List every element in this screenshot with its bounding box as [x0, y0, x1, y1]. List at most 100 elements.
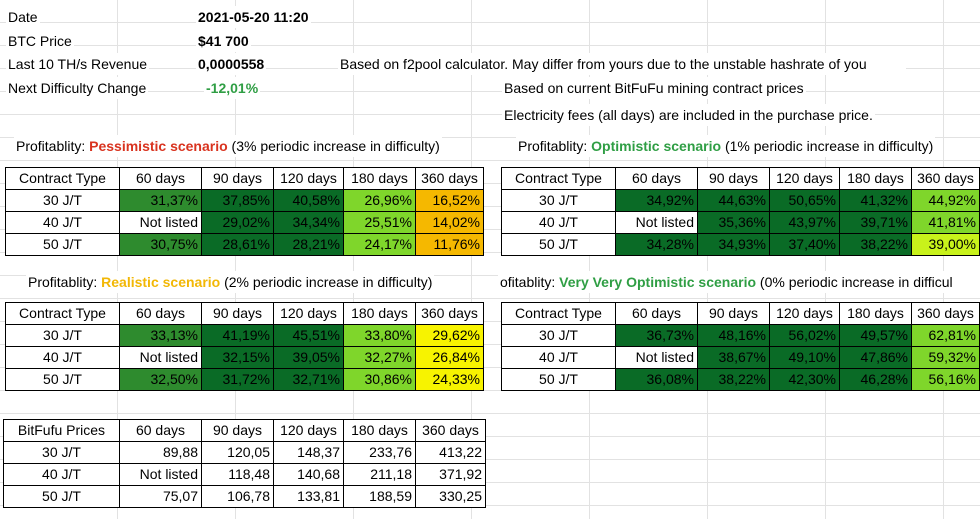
column-header-contract-type[interactable]: BitFufu Prices	[3, 419, 120, 442]
value-cell[interactable]: 49,57%	[839, 324, 912, 347]
row-label-cell[interactable]: 50 J/T	[501, 368, 616, 391]
row-label-cell[interactable]: 40 J/T	[501, 346, 616, 369]
row-label-cell[interactable]: 50 J/T	[501, 233, 616, 256]
value-cell[interactable]: 41,32%	[839, 189, 912, 212]
value-cell[interactable]: 31,72%	[201, 368, 274, 391]
column-header-days[interactable]: 90 days	[697, 167, 770, 190]
value-cell[interactable]: 49,10%	[769, 346, 840, 369]
value-cell[interactable]: 11,76%	[415, 233, 484, 256]
value-cell[interactable]: 211,18	[343, 463, 416, 486]
row-label-cell[interactable]: 30 J/T	[3, 441, 120, 464]
value-cell[interactable]: 37,85%	[201, 189, 274, 212]
column-header-contract-type[interactable]: Contract Type	[501, 302, 616, 325]
row-label-cell[interactable]: 30 J/T	[5, 324, 120, 347]
value-cell[interactable]: Not listed	[615, 346, 698, 369]
column-header-days[interactable]: 90 days	[201, 302, 274, 325]
column-header-days[interactable]: 360 days	[911, 302, 980, 325]
value-cell[interactable]: 133,81	[273, 485, 344, 508]
value-cell[interactable]: 106,78	[201, 485, 274, 508]
value-cell[interactable]: 34,28%	[615, 233, 698, 256]
value-cell[interactable]: 44,63%	[697, 189, 770, 212]
value-cell[interactable]: 32,15%	[201, 346, 274, 369]
row-label-cell[interactable]: 50 J/T	[5, 368, 120, 391]
value-cell[interactable]: 59,32%	[911, 346, 980, 369]
column-header-days[interactable]: 180 days	[343, 167, 416, 190]
value-cell[interactable]: 44,92%	[911, 189, 980, 212]
row-label-cell[interactable]: 30 J/T	[501, 324, 616, 347]
value-cell[interactable]: 33,80%	[343, 324, 416, 347]
column-header-days[interactable]: 360 days	[911, 167, 980, 190]
column-header-days[interactable]: 360 days	[415, 167, 484, 190]
row-label-cell[interactable]: 50 J/T	[5, 233, 120, 256]
value-cell[interactable]: 33,13%	[119, 324, 202, 347]
value-cell[interactable]: 30,75%	[119, 233, 202, 256]
column-header-days[interactable]: 120 days	[273, 419, 344, 442]
column-header-days[interactable]: 180 days	[343, 302, 416, 325]
column-header-days[interactable]: 60 days	[119, 167, 202, 190]
column-header-days[interactable]: 180 days	[343, 419, 416, 442]
value-cell[interactable]: 29,02%	[201, 211, 274, 234]
value-cell[interactable]: 148,37	[273, 441, 344, 464]
column-header-days[interactable]: 180 days	[839, 302, 912, 325]
value-cell[interactable]: 41,81%	[911, 211, 980, 234]
row-label-cell[interactable]: 40 J/T	[501, 211, 616, 234]
value-cell[interactable]: 34,92%	[615, 189, 698, 212]
value-cell[interactable]: 233,76	[343, 441, 416, 464]
value-cell[interactable]: 32,50%	[119, 368, 202, 391]
value-cell[interactable]: Not listed	[615, 211, 698, 234]
value-cell[interactable]: 25,51%	[343, 211, 416, 234]
value-cell[interactable]: 39,00%	[911, 233, 980, 256]
value-cell[interactable]: 120,05	[201, 441, 274, 464]
value-cell[interactable]: 26,96%	[343, 189, 416, 212]
value-cell[interactable]: 31,37%	[119, 189, 202, 212]
value-cell[interactable]: 26,84%	[415, 346, 484, 369]
value-cell[interactable]: 50,65%	[769, 189, 840, 212]
value-cell[interactable]: Not listed	[119, 346, 202, 369]
value-cell[interactable]: 46,28%	[839, 368, 912, 391]
value-cell[interactable]: 32,71%	[273, 368, 344, 391]
value-cell[interactable]: 118,48	[201, 463, 274, 486]
value-cell[interactable]: 38,67%	[697, 346, 770, 369]
column-header-days[interactable]: 360 days	[415, 419, 486, 442]
value-cell[interactable]: 42,30%	[769, 368, 840, 391]
column-header-days[interactable]: 180 days	[839, 167, 912, 190]
value-cell[interactable]: 140,68	[273, 463, 344, 486]
value-cell[interactable]: 29,62%	[415, 324, 484, 347]
value-cell[interactable]: 371,92	[415, 463, 486, 486]
value-cell[interactable]: 40,58%	[273, 189, 344, 212]
value-cell[interactable]: 38,22%	[839, 233, 912, 256]
row-label-cell[interactable]: 30 J/T	[5, 189, 120, 212]
value-cell[interactable]: 34,93%	[697, 233, 770, 256]
column-header-days[interactable]: 60 days	[119, 419, 202, 442]
row-label-cell[interactable]: 40 J/T	[5, 211, 120, 234]
value-cell[interactable]: 37,40%	[769, 233, 840, 256]
value-cell[interactable]: 39,71%	[839, 211, 912, 234]
row-label-cell[interactable]: 50 J/T	[3, 485, 120, 508]
value-cell[interactable]: 28,21%	[273, 233, 344, 256]
column-header-contract-type[interactable]: Contract Type	[5, 302, 120, 325]
value-cell[interactable]: 28,61%	[201, 233, 274, 256]
column-header-days[interactable]: 120 days	[769, 167, 840, 190]
column-header-days[interactable]: 90 days	[201, 419, 274, 442]
value-cell[interactable]: 16,52%	[415, 189, 484, 212]
column-header-days[interactable]: 90 days	[697, 302, 770, 325]
value-cell[interactable]: Not listed	[119, 211, 202, 234]
value-cell[interactable]: 35,36%	[697, 211, 770, 234]
value-cell[interactable]: 36,73%	[615, 324, 698, 347]
value-cell[interactable]: 48,16%	[697, 324, 770, 347]
column-header-contract-type[interactable]: Contract Type	[501, 167, 616, 190]
value-cell[interactable]: 36,08%	[615, 368, 698, 391]
column-header-days[interactable]: 360 days	[415, 302, 484, 325]
row-label-cell[interactable]: 40 J/T	[3, 463, 120, 486]
value-cell[interactable]: 75,07	[119, 485, 202, 508]
value-cell[interactable]: 330,25	[415, 485, 486, 508]
column-header-days[interactable]: 60 days	[615, 167, 698, 190]
column-header-contract-type[interactable]: Contract Type	[5, 167, 120, 190]
column-header-days[interactable]: 60 days	[615, 302, 698, 325]
value-cell[interactable]: 56,16%	[911, 368, 980, 391]
value-cell[interactable]: Not listed	[119, 463, 202, 486]
value-cell[interactable]: 39,05%	[273, 346, 344, 369]
value-cell[interactable]: 24,33%	[415, 368, 484, 391]
column-header-days[interactable]: 90 days	[201, 167, 274, 190]
